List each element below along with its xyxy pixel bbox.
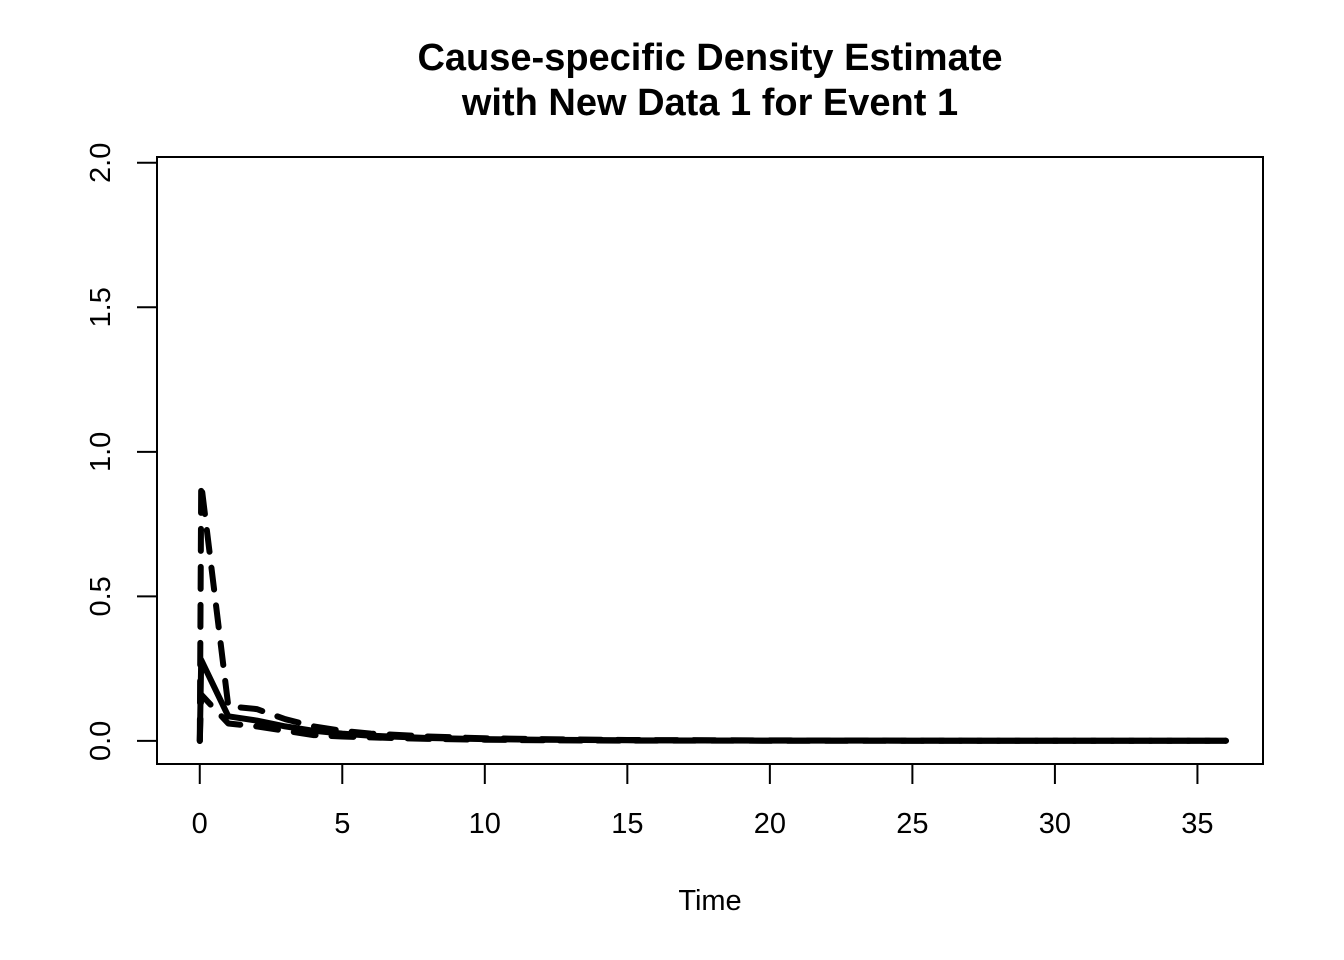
dashed-series-line-2: [196, 480, 1229, 744]
y-tick-label: 0.5: [85, 576, 117, 616]
x-tick-label: 0: [192, 808, 208, 840]
x-tick-label: 10: [469, 808, 501, 840]
x-tick-label: 30: [1039, 808, 1071, 840]
x-tick-label: 25: [896, 808, 928, 840]
y-tick-label: 0.0: [85, 721, 117, 761]
dashed-series-line-3: [196, 691, 1229, 744]
x-axis: 0 5 10 15 20 25 30 35: [192, 763, 1214, 840]
x-tick-label: 20: [754, 808, 786, 840]
x-tick-label: 5: [334, 808, 350, 840]
series-group: [196, 480, 1229, 744]
chart-title-line-1: Cause-specific Density Estimate: [417, 37, 1002, 79]
plot-frame: [156, 156, 1264, 765]
y-tick-label: 1.5: [85, 287, 117, 327]
chart-title-line-2: with New Data 1 for Event 1: [461, 82, 958, 124]
x-tick-label: 35: [1181, 808, 1213, 840]
x-tick-label: 15: [611, 808, 643, 840]
y-tick-label: 2.0: [85, 143, 117, 183]
y-tick-label: 1.0: [85, 432, 117, 472]
y-axis: 0.0 0.5 1.0 1.5 2.0: [85, 143, 158, 761]
x-axis-label: Time: [678, 885, 741, 917]
solid-series-line-1: [196, 656, 1229, 744]
